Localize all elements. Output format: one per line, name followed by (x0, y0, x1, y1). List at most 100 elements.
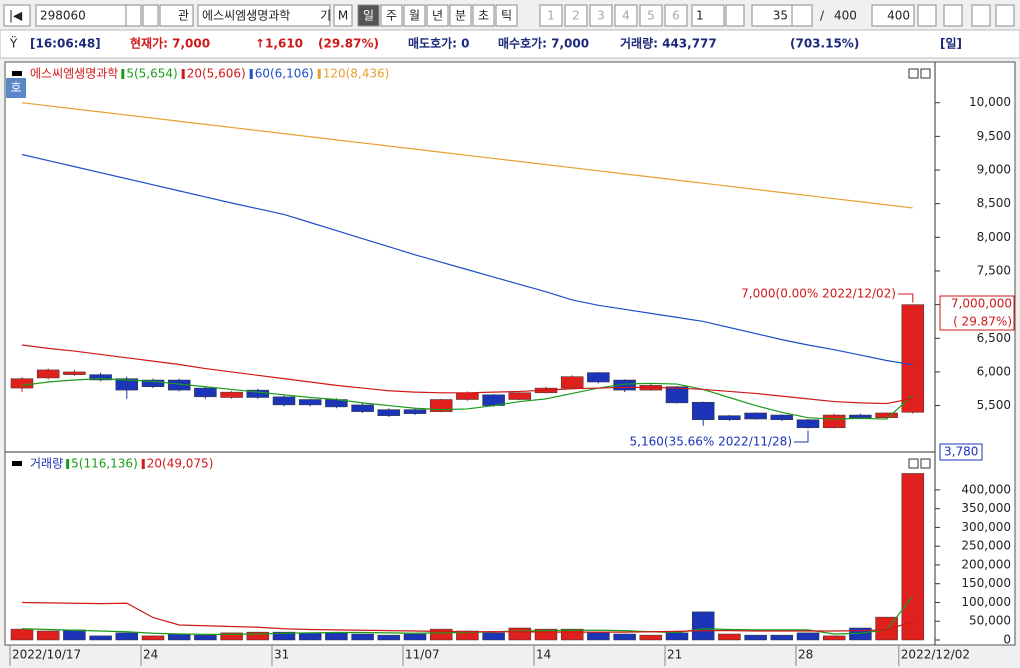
annotation: 5,160(35.66% 2022/11/28) (630, 435, 792, 449)
tool-icon-box[interactable] (971, 4, 991, 27)
period-button-box[interactable] (380, 4, 403, 27)
x-tick-label: 2022/10/17 (12, 648, 81, 662)
panel-button[interactable] (920, 458, 931, 469)
info-change: ↑1,610 (255, 37, 303, 51)
x-tick-label: 11/07 (405, 648, 440, 662)
candle-body (560, 376, 584, 389)
number-button[interactable]: 4 (622, 9, 630, 23)
volume-bar (587, 631, 610, 641)
y-tick-label: 6,000 (977, 364, 1011, 378)
period-button[interactable]: 주 (386, 9, 397, 23)
tool-icon-box[interactable] (995, 4, 1015, 27)
candle-body (298, 399, 322, 406)
legend-entry: 120(8,436) (323, 67, 390, 81)
first-icon[interactable]: |◀ (9, 9, 23, 23)
number-button-box[interactable] (664, 4, 688, 27)
period-button-box[interactable] (472, 4, 495, 27)
name-box[interactable] (197, 4, 331, 27)
max-box[interactable] (871, 4, 915, 27)
name[interactable]: 에스씨엠생명과학 (202, 9, 290, 23)
side-button[interactable] (6, 78, 26, 98)
period-button[interactable]: 월 (409, 9, 420, 23)
y-tick-label: 150,000 (961, 576, 1011, 590)
legend-entry: 5(116,136) (71, 457, 138, 471)
number-button[interactable]: 6 (672, 9, 680, 23)
candle-body (875, 412, 898, 418)
y-tick-label: 6,500 (977, 331, 1011, 345)
m-button[interactable]: M (338, 9, 348, 23)
candle-body (194, 387, 217, 398)
period-button-box[interactable] (495, 4, 518, 27)
change-tag: ( 29.87%) (953, 315, 1012, 329)
candle-body (403, 409, 427, 414)
volume-bar (272, 631, 296, 641)
search[interactable]: 관 (178, 9, 189, 23)
y-tick-label: 300,000 (961, 520, 1011, 534)
number-button[interactable]: 3 (597, 9, 605, 23)
number-button-box[interactable] (614, 4, 638, 27)
y-tick-label: 8,000 (977, 230, 1011, 244)
period-button[interactable]: 년 (432, 9, 443, 23)
legend-swatch (121, 69, 125, 79)
side-button-label[interactable]: 호 (10, 81, 21, 95)
number-button-box[interactable] (639, 4, 663, 27)
y-tick-label: 400,000 (961, 482, 1011, 496)
volume-bar (822, 635, 846, 641)
volume-bar (665, 632, 689, 641)
tool-icon-box[interactable] (917, 4, 937, 27)
candle-body (220, 391, 243, 398)
legend-swatch (249, 69, 253, 79)
number-button-box[interactable] (589, 4, 613, 27)
tool-icon-box[interactable] (943, 4, 963, 27)
code-dropdown-box[interactable] (125, 4, 142, 27)
separator: / (820, 9, 825, 23)
volume-bar (613, 633, 636, 641)
period-button[interactable]: 분 (455, 9, 466, 23)
period-button-box[interactable] (403, 4, 426, 27)
y-tick-label: 250,000 (961, 539, 1011, 553)
number-button[interactable]: 2 (572, 9, 580, 23)
panel-button[interactable] (920, 68, 931, 79)
volume-bar (534, 628, 558, 641)
period-button[interactable]: 초 (478, 9, 489, 23)
period-button[interactable]: 일 (363, 9, 374, 23)
name-suffix[interactable]: 기 (320, 9, 331, 23)
candle-body (115, 378, 139, 391)
code[interactable]: 298060 (40, 9, 86, 23)
interval[interactable]: 1 (696, 9, 704, 23)
period-button[interactable]: 틱 (501, 9, 512, 23)
max[interactable]: 400 (887, 9, 910, 23)
price-tag-box (939, 295, 1015, 331)
legend-marker (12, 71, 22, 76)
period-button-box[interactable] (449, 4, 472, 27)
candle-body (744, 412, 767, 420)
period-button-box[interactable] (426, 4, 449, 27)
volume-bar (901, 473, 925, 641)
number-button[interactable]: 5 (647, 9, 655, 23)
y-tick-label: 50,000 (969, 614, 1011, 628)
legend-entry: 5(5,654) (126, 67, 177, 81)
max-label: 400 (834, 9, 857, 23)
volume-bar (744, 634, 767, 641)
m-button-box[interactable] (333, 4, 353, 27)
first-button-box[interactable] (3, 4, 31, 27)
number-button-box[interactable] (539, 4, 563, 27)
interval-box[interactable] (691, 4, 725, 27)
period-button-box[interactable] (357, 4, 380, 27)
number-button[interactable]: 1 (547, 9, 555, 23)
panel-button[interactable] (908, 68, 919, 79)
volume-bar (115, 632, 139, 641)
search-box[interactable] (159, 4, 194, 27)
count[interactable]: 35 (773, 9, 788, 23)
number-button-box[interactable] (564, 4, 588, 27)
count-spinner-box[interactable] (791, 4, 813, 27)
moving-average-line (21, 596, 914, 635)
interval-dropdown-box[interactable] (725, 4, 745, 27)
next-button-box[interactable] (142, 4, 159, 27)
cursor-tag-box (939, 443, 983, 461)
panel-button[interactable] (908, 458, 919, 469)
y-tick-label: 9,500 (977, 129, 1011, 143)
volume-bar (508, 627, 532, 641)
legend-swatch (317, 69, 321, 79)
x-tick-label: 14 (536, 648, 551, 662)
